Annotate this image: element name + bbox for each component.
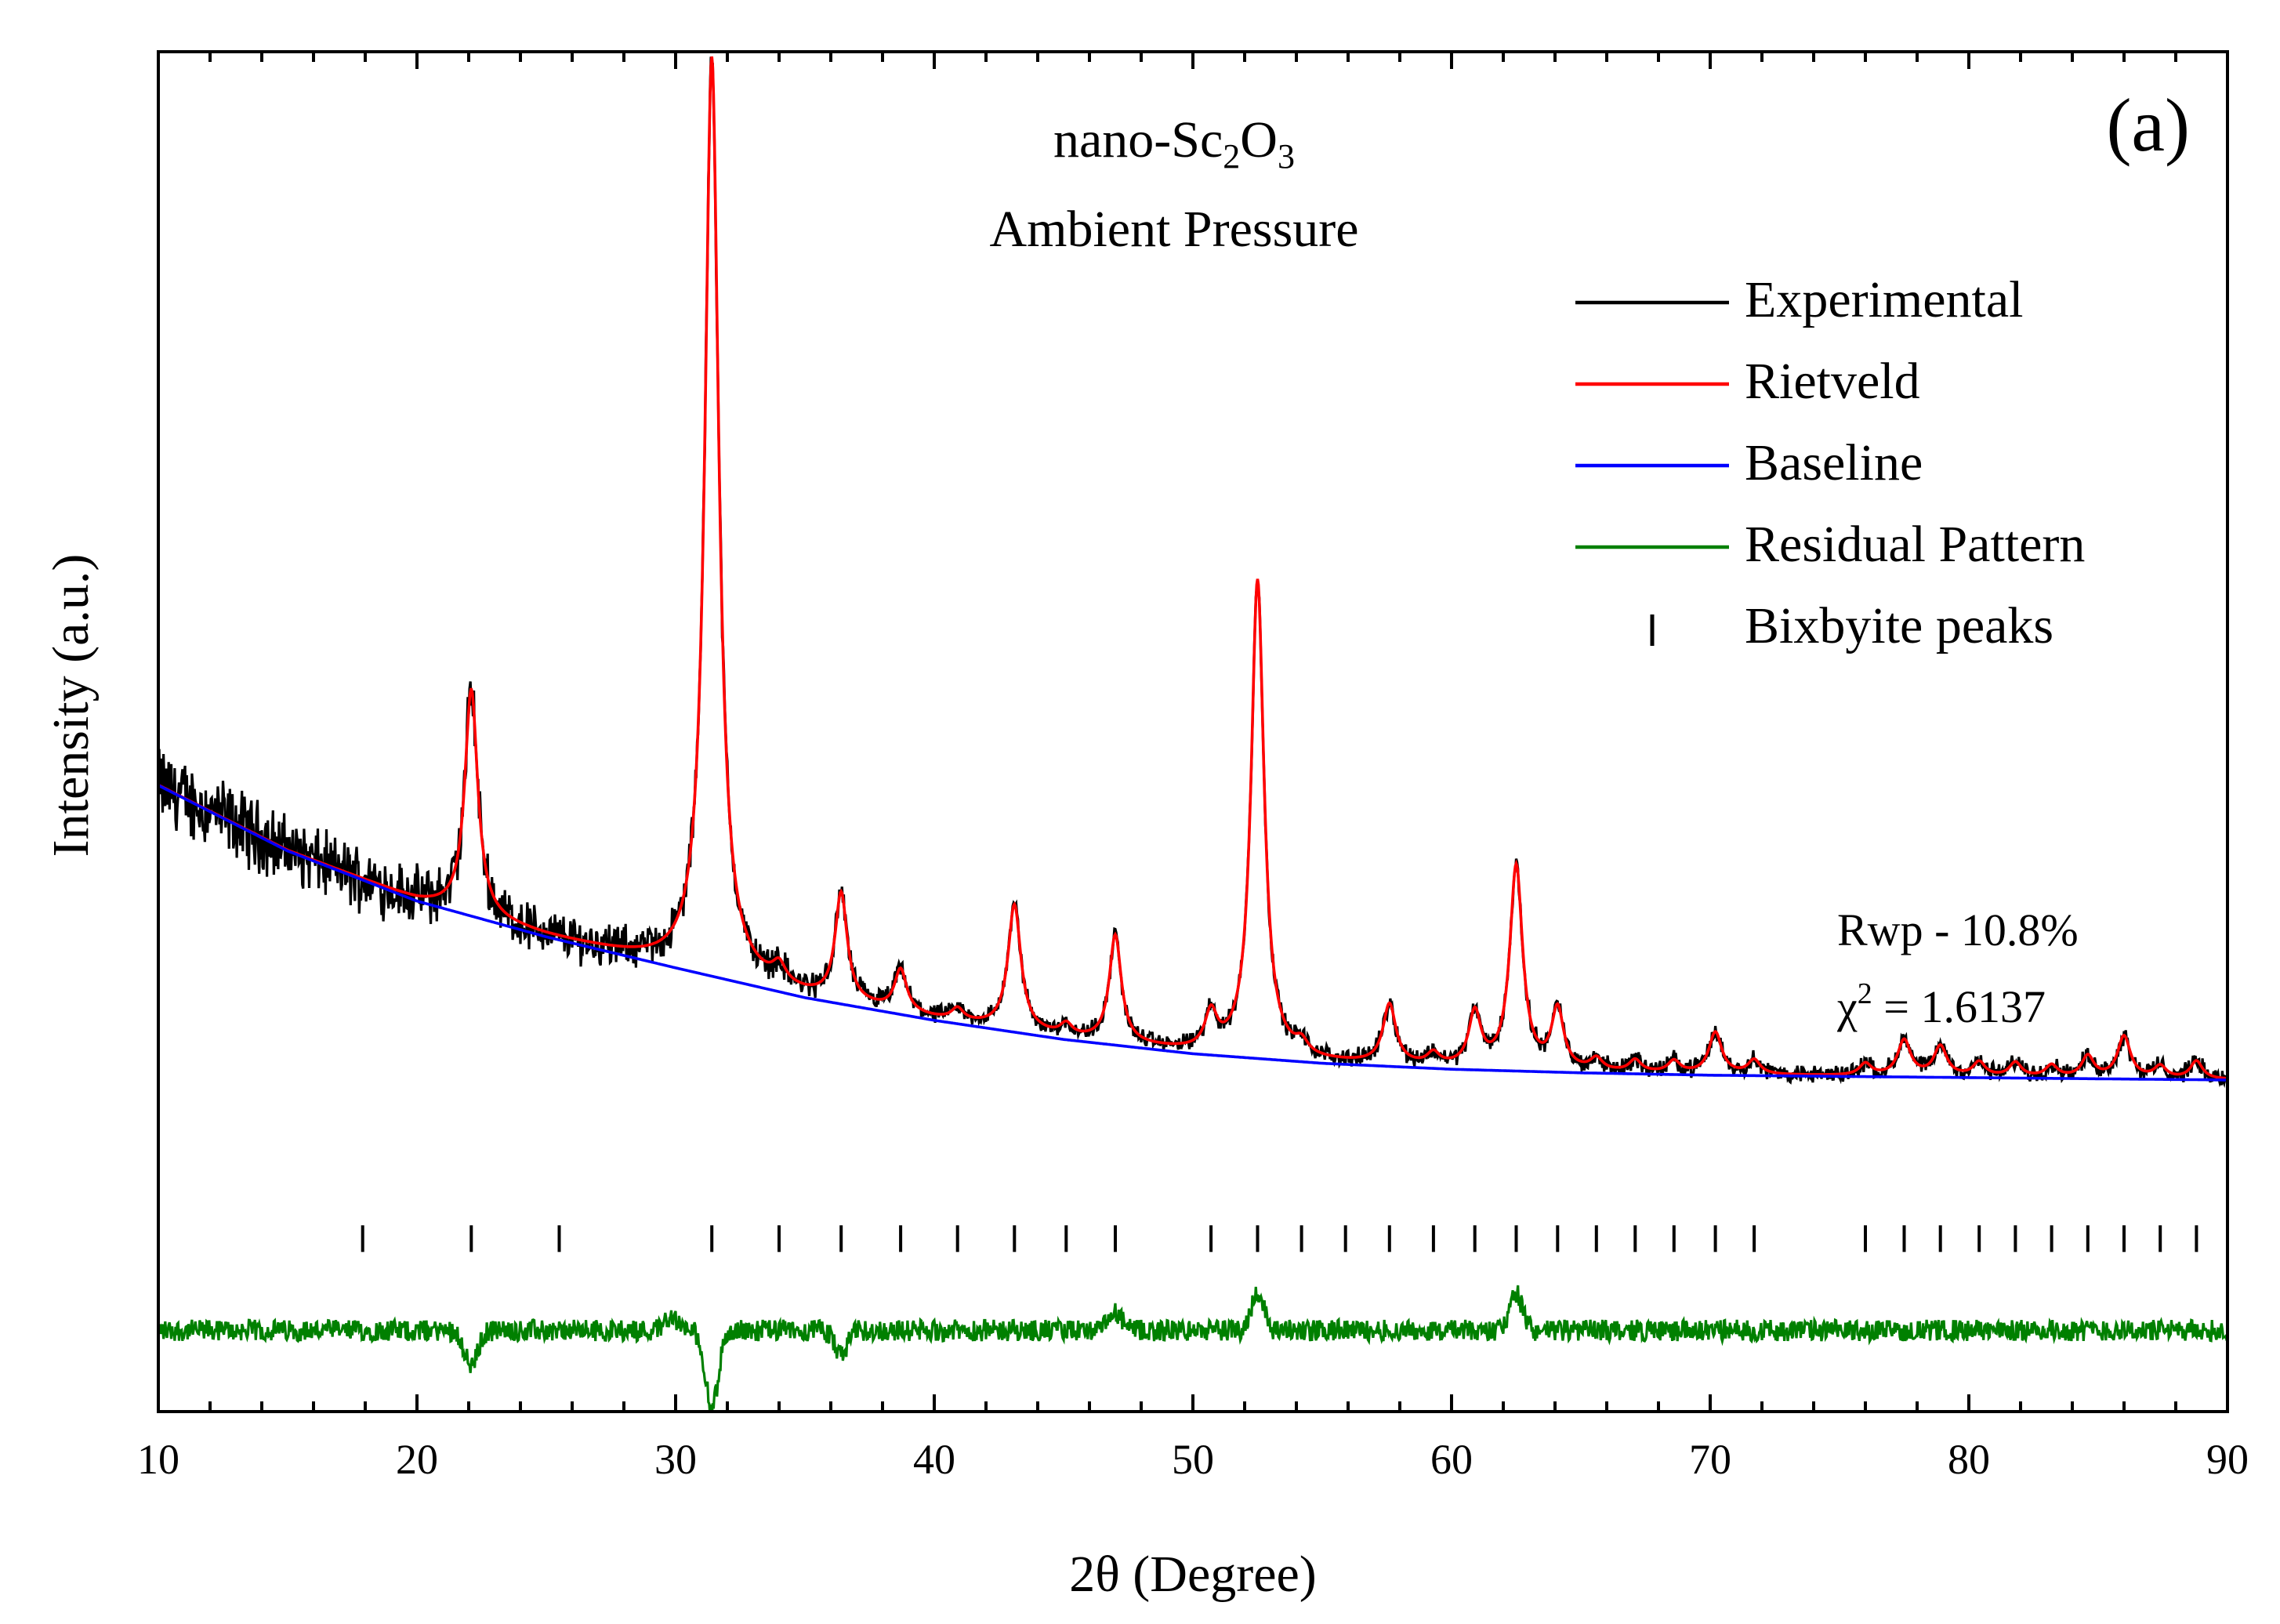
legend-label: Bixbyite peaks	[1745, 597, 2053, 654]
baseline-series	[158, 784, 2227, 1082]
experimental-series	[158, 56, 2227, 1089]
legend-label: Experimental	[1745, 271, 2024, 328]
x-axis-ticks	[157, 52, 2229, 1412]
x-axis-label: 2θ (Degree)	[1069, 1546, 1317, 1603]
title-prefix: nano-Sc	[1053, 111, 1223, 169]
title-sub-1: 2	[1223, 137, 1240, 176]
residual-series	[158, 1285, 2227, 1412]
x-tick-label: 60	[1430, 1436, 1473, 1483]
panel-label: (a)	[2106, 83, 2190, 167]
chi-square-annotation: χ2 = 1.6137	[1836, 977, 2046, 1032]
rwp-annotation: Rwp - 10.8%	[1837, 904, 2079, 955]
chi-value: = 1.6137	[1872, 981, 2046, 1032]
x-axis-tick-labels: 10 20 30 40 50 60 70 80 90	[137, 1436, 2249, 1483]
legend-label: Rietveld	[1745, 353, 1920, 410]
chi-symbol: χ	[1836, 981, 1858, 1032]
x-tick-label: 90	[2206, 1436, 2249, 1483]
chart-title-line2: Ambient Pressure	[989, 201, 1358, 258]
chi-superscript: 2	[1858, 977, 1872, 1010]
x-tick-label: 40	[913, 1436, 955, 1483]
legend-label: Residual Pattern	[1745, 516, 2085, 573]
title-mid: O	[1240, 111, 1278, 169]
x-tick-label: 20	[396, 1436, 438, 1483]
y-axis-label: Intensity (a.u.)	[42, 554, 100, 857]
x-tick-label: 30	[654, 1436, 697, 1483]
x-tick-label: 80	[1948, 1436, 1990, 1483]
title-sub-2: 3	[1278, 137, 1295, 176]
legend: Experimental Rietveld Baseline Residual Pat…	[1575, 271, 2085, 654]
chart-title-line1: nano-Sc2O3	[1053, 111, 1295, 176]
x-tick-label: 50	[1172, 1436, 1214, 1483]
legend-label: Baseline	[1745, 434, 1923, 491]
x-tick-label: 10	[137, 1436, 179, 1483]
bixbyite-peak-markers	[361, 1225, 2198, 1252]
x-tick-label: 70	[1689, 1436, 1731, 1483]
